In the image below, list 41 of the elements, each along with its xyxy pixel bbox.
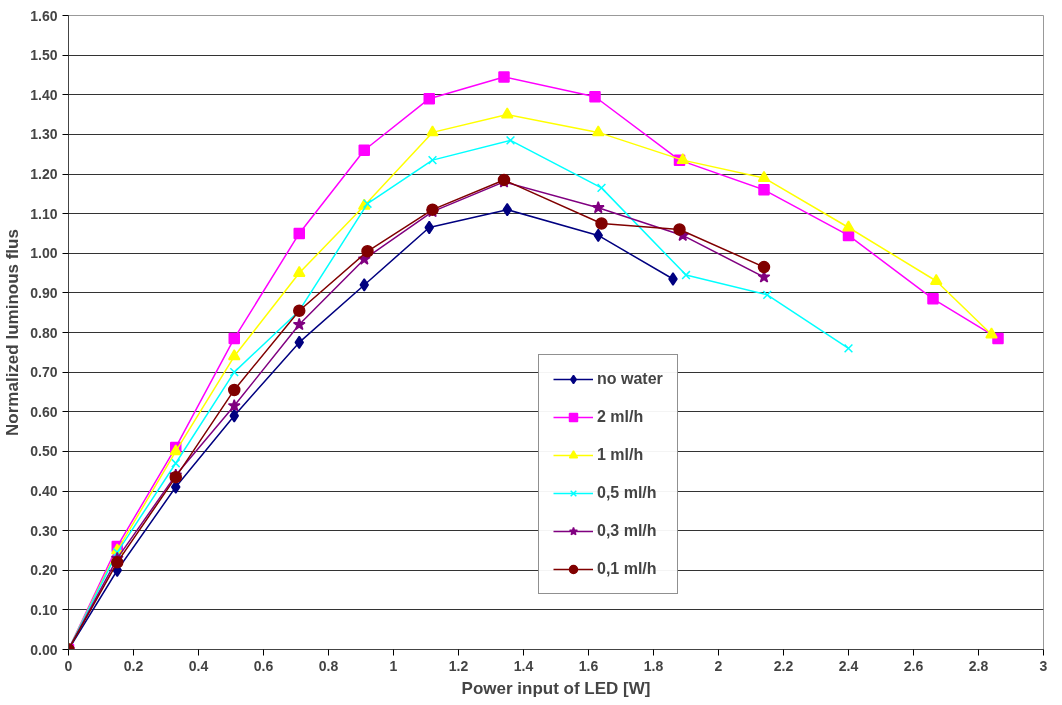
x-tick-label: 0.6 <box>253 657 274 674</box>
x-tick-label: 0.2 <box>123 657 144 674</box>
x-tick-label: 1.4 <box>513 657 534 674</box>
x-axis-title: Power input of LED [W] <box>461 678 651 698</box>
x-tick-label: 1.6 <box>578 657 599 674</box>
x-tick-label: 2 <box>714 657 723 674</box>
y-tick-label: 1.20 <box>30 166 58 182</box>
y-tick-label: 0.80 <box>30 324 58 341</box>
legend-label: 0,3 ml/h <box>597 522 657 540</box>
y-tick-label: 0.10 <box>30 601 58 618</box>
x-tick-label: 2.4 <box>838 657 859 674</box>
x-tick-label: 0.4 <box>188 657 209 674</box>
y-tick-label: 1.00 <box>30 245 58 262</box>
x-tick-label: 2.8 <box>968 657 989 674</box>
x-tick-label: 3 <box>1039 657 1048 674</box>
y-tick-label: 0.70 <box>30 364 58 381</box>
y-tick-label: 1.40 <box>30 86 58 103</box>
x-tick-label: 2.2 <box>773 657 794 674</box>
x-tick-label: 1 <box>389 657 398 674</box>
y-tick-label: 1.50 <box>30 47 58 64</box>
y-tick-label: 0.60 <box>30 403 58 420</box>
x-tick-label: 0.8 <box>318 657 339 674</box>
y-tick-label: 1.60 <box>30 7 58 24</box>
y-tick-label: 0.90 <box>30 284 58 301</box>
y-tick-label: 0.00 <box>30 641 58 658</box>
x-tick-label: 2.6 <box>903 657 924 674</box>
y-tick-label: 0.50 <box>30 443 58 460</box>
y-tick-label: 1.10 <box>30 205 58 222</box>
y-tick-label: 1.30 <box>30 126 58 143</box>
y-axis-title: Normalized luminous flus <box>3 229 23 436</box>
x-tick-label: 1.2 <box>448 657 469 674</box>
y-tick-label: 0.30 <box>30 522 58 539</box>
legend-label: no water <box>597 370 663 388</box>
legend-label: 0,5 ml/h <box>597 484 657 502</box>
legend-label: 2 ml/h <box>597 408 644 426</box>
x-tick-label: 0 <box>64 657 73 674</box>
y-tick-label: 0.20 <box>30 562 58 579</box>
legend-label: 1 ml/h <box>597 446 644 464</box>
y-tick-label: 0.40 <box>30 483 58 499</box>
x-tick-label: 1.8 <box>643 657 664 674</box>
legend-label: 0,1 ml/h <box>597 560 657 578</box>
